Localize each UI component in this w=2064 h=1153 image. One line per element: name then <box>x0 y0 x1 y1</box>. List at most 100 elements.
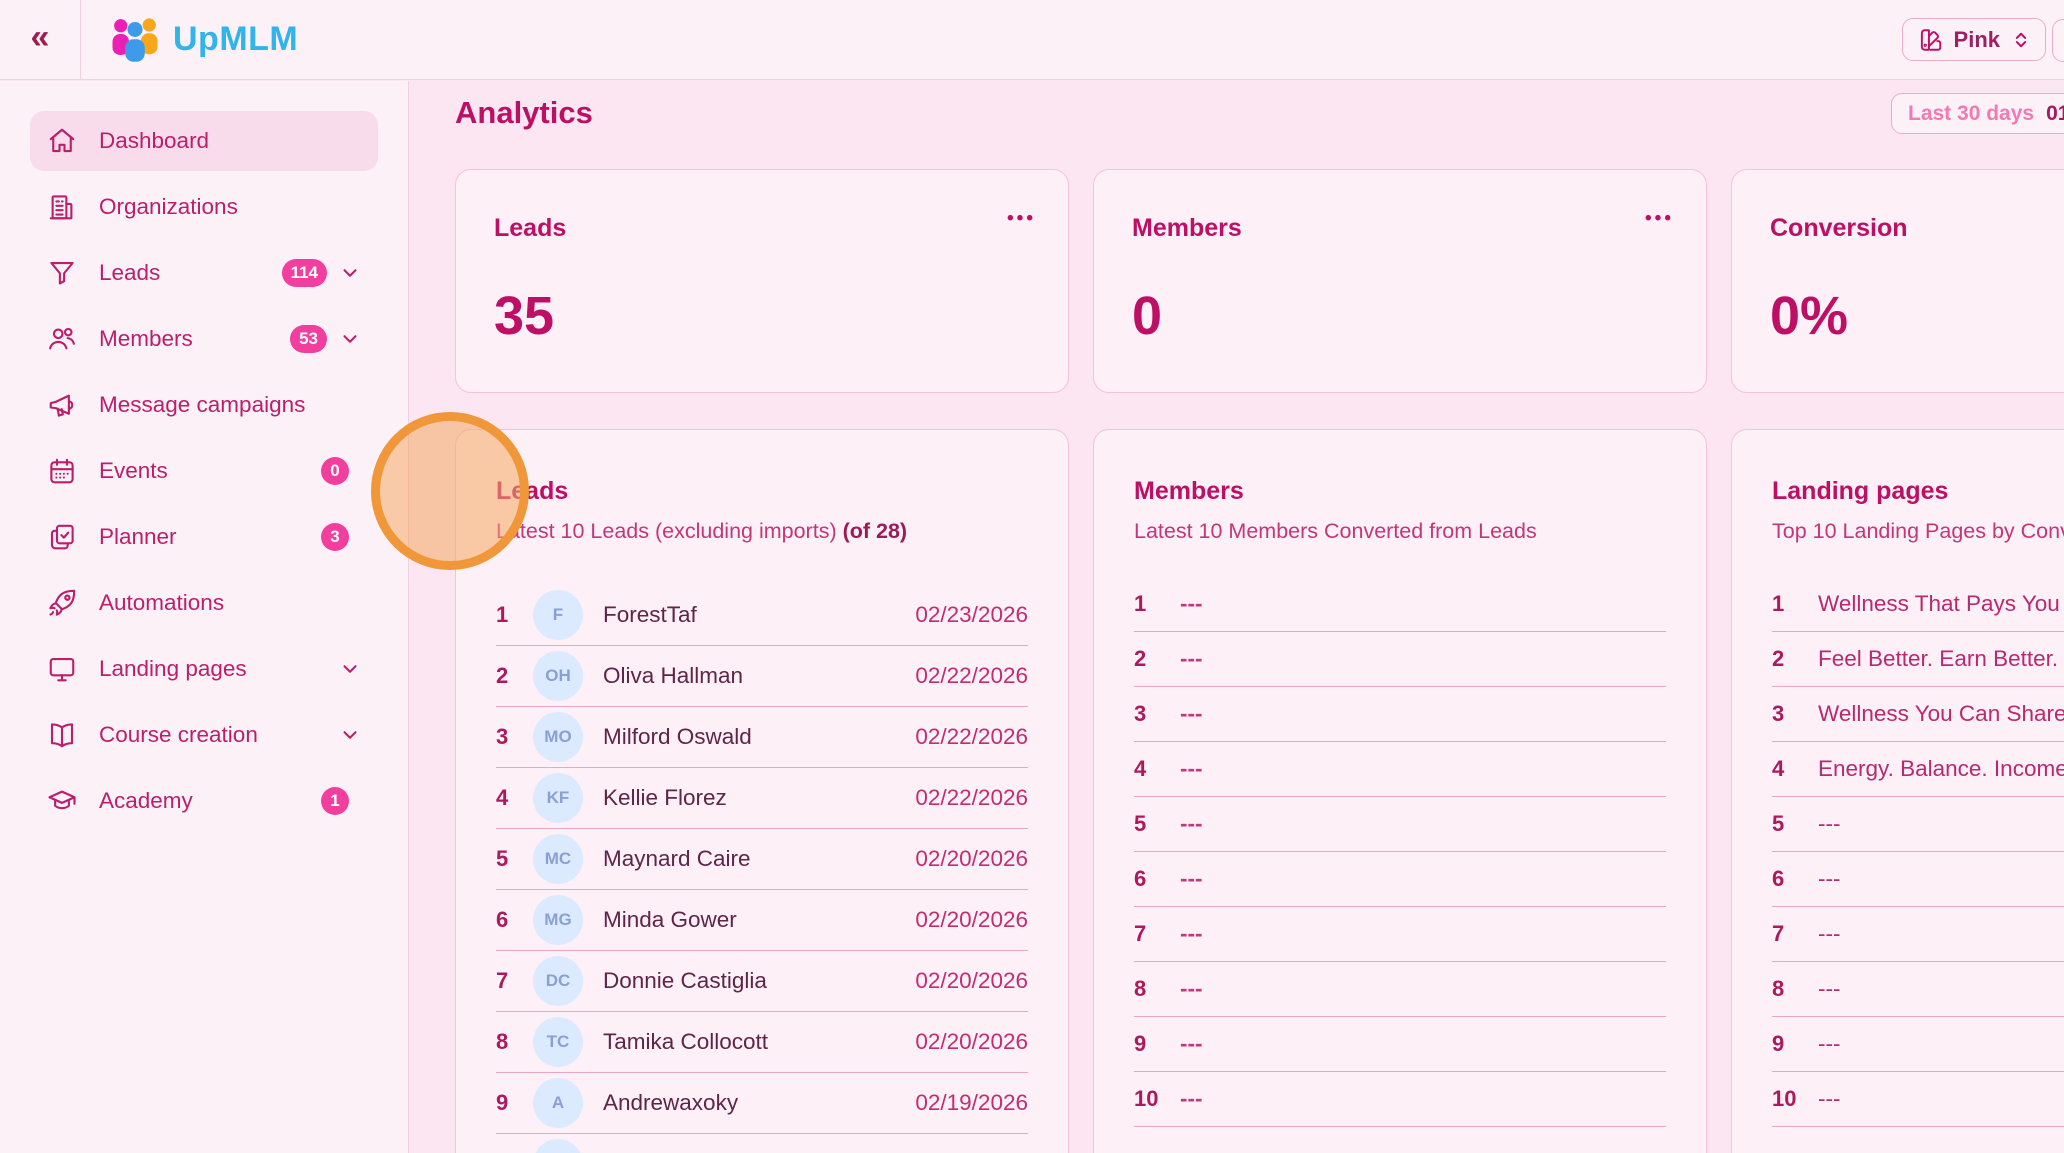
member-row[interactable]: 2 --- <box>1134 632 1666 687</box>
member-row[interactable]: 9 --- <box>1134 1017 1666 1072</box>
landing-page-row[interactable]: 8 --- <box>1772 962 2064 1017</box>
landing-page-row[interactable]: 1 Wellness That Pays You Back <box>1772 577 2064 632</box>
lead-date: 02/22/2026 <box>915 785 1028 810</box>
member-name: --- <box>1180 811 1203 836</box>
date-range-label: Last 30 days <box>1908 101 2035 125</box>
landing-page-row[interactable]: 6 --- <box>1772 852 2064 907</box>
list-card-subtitle: Latest 10 Members Converted from Leads <box>1134 519 1537 543</box>
theme-selector[interactable]: Pink <box>1901 18 2046 61</box>
sidebar-item[interactable]: Members 53 <box>30 309 378 369</box>
lead-row[interactable]: 9 A Andrewaxoky 02/19/2026 <box>496 1073 1028 1134</box>
chevron-down-icon[interactable] <box>339 724 361 746</box>
row-number: 1 <box>1134 591 1147 616</box>
chevron-updown-icon <box>2011 30 2031 50</box>
sidebar-collapse-button[interactable]: « <box>0 0 81 79</box>
landing-page-row[interactable]: 2 Feel Better. Earn Better. <box>1772 632 2064 687</box>
avatar: KF <box>533 773 583 823</box>
landing-page-name: Wellness That Pays You Back <box>1818 591 2064 616</box>
row-number: 10 <box>1134 1086 1159 1111</box>
chevron-down-icon[interactable] <box>339 262 361 284</box>
sidebar-item[interactable]: Message campaigns <box>30 375 378 435</box>
calendar-icon <box>47 456 77 486</box>
theme-label: Pink <box>1953 26 2000 52</box>
stat-card: Conversion ••• 0% <box>1731 169 2064 393</box>
member-row[interactable]: 8 --- <box>1134 962 1666 1017</box>
sidebar-item-label: Organizations <box>99 194 238 219</box>
member-row[interactable]: 5 --- <box>1134 797 1666 852</box>
topbar-clipped-button[interactable] <box>2052 19 2064 62</box>
avatar: F <box>533 1139 583 1153</box>
card-menu-button[interactable]: ••• <box>1007 208 1036 229</box>
member-row[interactable]: 10 --- <box>1134 1072 1666 1127</box>
landing-page-row[interactable]: 3 Wellness You Can Share <box>1772 687 2064 742</box>
row-number: 9 <box>1134 1031 1147 1056</box>
row-number: 2 <box>496 663 509 688</box>
landing-page-row[interactable]: 10 --- <box>1772 1072 2064 1127</box>
lead-row[interactable]: 10 F ForestTaf 02/16/2026 <box>496 1134 1028 1153</box>
sidebar: Dashboard Organizations <box>0 81 409 1153</box>
sidebar-item-label: Academy <box>99 788 193 813</box>
row-number: 8 <box>1134 976 1147 1001</box>
count-badge: 114 <box>281 259 327 287</box>
stat-card-title: Members <box>1132 214 1242 242</box>
lead-date: 02/20/2026 <box>915 1029 1028 1054</box>
lead-row[interactable]: 3 MO Milford Oswald 02/22/2026 <box>496 707 1028 768</box>
landing-pages-list-card: Landing pages Top 10 Landing Pages by Co… <box>1731 429 2064 1153</box>
sidebar-item-label: Events <box>99 458 168 483</box>
member-row[interactable]: 3 --- <box>1134 687 1666 742</box>
lead-row[interactable]: 4 KF Kellie Florez 02/22/2026 <box>496 768 1028 829</box>
lead-date: 02/20/2026 <box>915 907 1028 932</box>
landing-page-row[interactable]: 5 --- <box>1772 797 2064 852</box>
row-number: 6 <box>1772 866 1785 891</box>
leads-list-card: Leads Latest 10 Leads (excluding imports… <box>455 429 1069 1153</box>
sidebar-item[interactable]: Dashboard <box>30 111 378 171</box>
card-menu-button[interactable]: ••• <box>1645 208 1674 229</box>
member-name: --- <box>1180 976 1203 1001</box>
row-number: 6 <box>496 907 509 932</box>
lead-name: ForestTaf <box>603 602 697 627</box>
list-card-title: Members <box>1134 477 1244 505</box>
member-row[interactable]: 6 --- <box>1134 852 1666 907</box>
page-title: Analytics <box>455 95 593 130</box>
lead-row[interactable]: 1 F ForestTaf 02/23/2026 <box>496 585 1028 646</box>
stat-card-title: Leads <box>494 214 567 242</box>
sidebar-item[interactable]: Leads 114 <box>30 243 378 303</box>
sidebar-item[interactable]: Planner 3 <box>30 507 378 567</box>
sidebar-item[interactable]: Organizations <box>30 177 378 237</box>
megaphone-icon <box>47 390 77 420</box>
sidebar-item[interactable]: Course creation <box>30 705 378 765</box>
sidebar-item[interactable]: Landing pages <box>30 639 378 699</box>
chevron-down-icon[interactable] <box>339 328 361 350</box>
date-range-filter[interactable]: Last 30 days 01/2 <box>1891 93 2064 134</box>
lead-row[interactable]: 6 MG Minda Gower 02/20/2026 <box>496 890 1028 951</box>
chevron-down-icon[interactable] <box>339 658 361 680</box>
lead-row[interactable]: 8 TC Tamika Collocott 02/20/2026 <box>496 1012 1028 1073</box>
sidebar-item-label: Dashboard <box>99 128 210 153</box>
row-number: 5 <box>1134 811 1147 836</box>
sidebar-item[interactable]: Events 0 <box>30 441 378 501</box>
row-number: 1 <box>1772 591 1785 616</box>
row-number: 10 <box>1772 1086 1797 1111</box>
sidebar-item[interactable]: Automations <box>30 573 378 633</box>
lead-row[interactable]: 5 MC Maynard Caire 02/20/2026 <box>496 829 1028 890</box>
sidebar-item-label: Message campaigns <box>99 392 306 417</box>
lead-row[interactable]: 2 OH Oliva Hallman 02/22/2026 <box>496 646 1028 707</box>
row-number: 2 <box>1134 646 1147 671</box>
count-badge: 3 <box>321 523 349 551</box>
member-name: --- <box>1180 646 1203 671</box>
landing-page-row[interactable]: 9 --- <box>1772 1017 2064 1072</box>
lead-name: Milford Oswald <box>603 724 752 749</box>
member-row[interactable]: 7 --- <box>1134 907 1666 962</box>
row-number: 5 <box>496 846 509 871</box>
main-content: Analytics Last 30 days 01/2 Leads ••• 35… <box>409 81 2064 1153</box>
stat-card-value: 35 <box>494 286 555 346</box>
member-row[interactable]: 1 --- <box>1134 577 1666 632</box>
member-row[interactable]: 4 --- <box>1134 742 1666 797</box>
landing-page-row[interactable]: 7 --- <box>1772 907 2064 962</box>
stat-card: Members ••• 0 <box>1093 169 1707 393</box>
lead-row[interactable]: 7 DC Donnie Castiglia 02/20/2026 <box>496 951 1028 1012</box>
landing-page-row[interactable]: 4 Energy. Balance. Income. <box>1772 742 2064 797</box>
sidebar-item[interactable]: Academy 1 <box>30 771 378 831</box>
list-card-title: Landing pages <box>1772 477 1949 505</box>
